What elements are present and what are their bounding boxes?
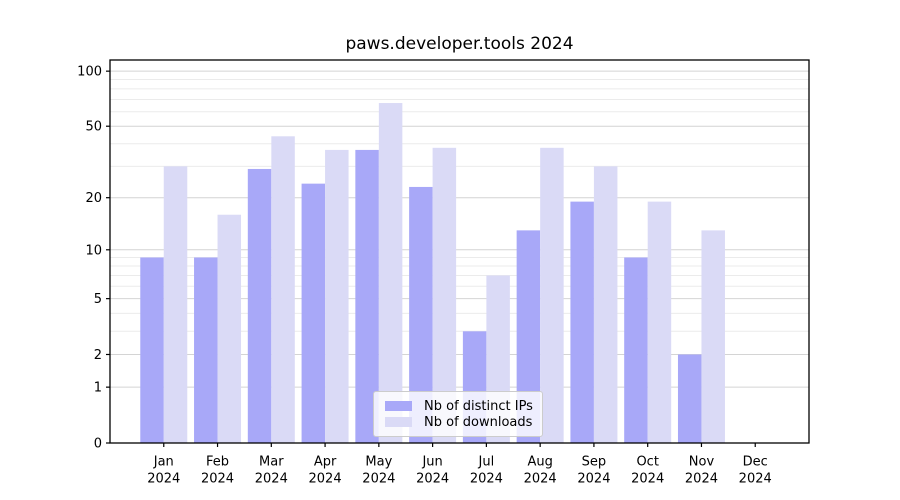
y-tick-label-10: 10 (85, 243, 102, 258)
x-tick-label-year-dec: 2024 (739, 472, 772, 487)
legend-entry-distinct-ips: Nb of distinct IPs (385, 398, 533, 414)
x-tick-label-month-dec: Dec (743, 455, 768, 470)
x-tick-label-year-mar: 2024 (255, 472, 288, 487)
y-tick-label-5: 5 (94, 292, 102, 307)
legend-swatch-distinct-ips (385, 401, 412, 411)
plot-border (109, 59, 810, 444)
x-tick-label-month-feb: Feb (206, 455, 229, 470)
bar-nb-of-distinct-ips-jan (140, 257, 164, 443)
legend-label-distinct-ips: Nb of distinct IPs (424, 398, 533, 414)
x-tick-label-year-jul: 2024 (470, 472, 503, 487)
y-tick-label-20: 20 (85, 191, 102, 206)
y-tick-label-1: 1 (94, 381, 102, 396)
bar-nb-of-distinct-ips-may (355, 149, 379, 443)
x-tick-label-year-may: 2024 (362, 472, 395, 487)
bar-nb-of-downloads-nov (701, 230, 725, 443)
y-tick-label-50: 50 (85, 120, 102, 135)
x-tick-label-month-aug: Aug (527, 455, 552, 470)
x-tick-label-month-nov: Nov (689, 455, 715, 470)
x-tick-label-year-aug: 2024 (524, 472, 557, 487)
x-tick-label-year-sep: 2024 (577, 472, 610, 487)
x-tick-label-month-apr: Apr (314, 455, 337, 470)
x-tick-label-year-feb: 2024 (201, 472, 234, 487)
bar-nb-of-downloads-oct (647, 201, 672, 443)
y-tick-label-2: 2 (94, 348, 102, 363)
bar-nb-of-distinct-ips-mar (247, 168, 272, 444)
y-tick-label-0: 0 (94, 437, 102, 452)
x-tick-label-month-mar: Mar (259, 455, 284, 470)
x-tick-label-year-apr: 2024 (309, 472, 342, 487)
bar-nb-of-downloads-mar (271, 136, 295, 443)
chart-title: paws.developer.tools 2024 (345, 34, 574, 54)
bar-nb-of-distinct-ips-jun (409, 186, 433, 444)
x-tick-label-month-may: May (365, 455, 392, 470)
x-tick-label-month-oct: Oct (636, 455, 658, 470)
bar-nb-of-distinct-ips-nov (677, 354, 702, 443)
bar-nb-of-downloads-apr (325, 149, 349, 443)
legend-entry-downloads: Nb of downloads (385, 415, 532, 429)
bar-nb-of-downloads-feb (217, 214, 242, 443)
legend-label-downloads: Nb of downloads (424, 414, 533, 430)
x-tick-label-month-sep: Sep (582, 455, 607, 470)
bar-nb-of-distinct-ips-sep (570, 201, 594, 443)
x-tick-label-year-oct: 2024 (631, 472, 664, 487)
x-tick-label-year-jun: 2024 (416, 472, 449, 487)
bar-nb-of-downloads-jan (163, 166, 188, 444)
bar-nb-of-downloads-may (378, 103, 403, 444)
legend-swatch-downloads (385, 417, 412, 427)
bar-nb-of-downloads-aug (540, 147, 564, 443)
bar-nb-of-distinct-ips-oct (624, 257, 648, 443)
x-tick-label-month-jul: Jul (478, 455, 495, 470)
x-tick-label-month-jun: Jun (421, 455, 442, 470)
bar-nb-of-distinct-ips-apr (301, 183, 326, 443)
bar-nb-of-distinct-ips-aug (516, 230, 541, 443)
bar-nb-of-downloads-sep (593, 166, 618, 444)
y-tick-label-100: 100 (77, 65, 102, 80)
bar-nb-of-distinct-ips-feb (194, 257, 218, 443)
legend: Nb of distinct IPs Nb of downloads (373, 391, 543, 437)
x-tick-label-year-nov: 2024 (685, 472, 718, 487)
x-tick-label-month-jan: Jan (153, 455, 174, 470)
bar-nb-of-downloads-jun (432, 147, 457, 443)
x-tick-label-year-jan: 2024 (147, 472, 180, 487)
